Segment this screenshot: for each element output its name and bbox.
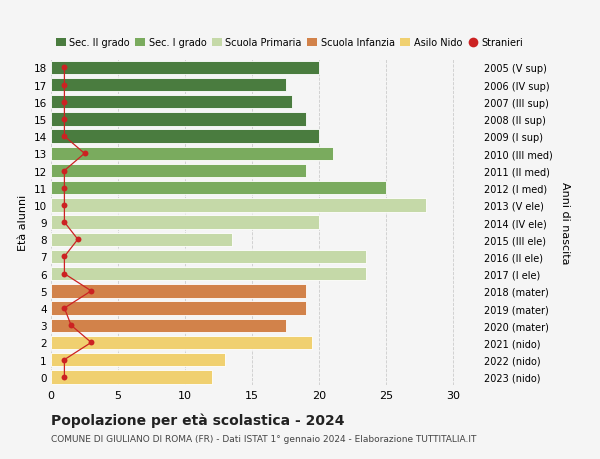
- Bar: [51, 285, 306, 298]
- Bar: [51, 96, 292, 109]
- Point: [59, 65, 69, 72]
- Bar: [51, 370, 212, 384]
- Point: [59, 270, 69, 278]
- Point: [59, 82, 69, 89]
- Bar: [51, 130, 319, 144]
- Bar: [51, 113, 306, 126]
- Point: [59, 253, 69, 261]
- Point: [59, 185, 69, 192]
- Point: [73, 236, 83, 243]
- Bar: [51, 78, 286, 92]
- Point: [80, 151, 89, 158]
- Bar: [51, 233, 232, 246]
- Point: [59, 305, 69, 312]
- Bar: [51, 336, 313, 349]
- Point: [86, 339, 96, 347]
- Bar: [51, 353, 225, 367]
- Bar: [51, 199, 427, 212]
- Bar: [51, 62, 319, 75]
- Text: COMUNE DI GIULIANO DI ROMA (FR) - Dati ISTAT 1° gennaio 2024 - Elaborazione TUTT: COMUNE DI GIULIANO DI ROMA (FR) - Dati I…: [51, 434, 476, 443]
- Point: [59, 116, 69, 123]
- Text: Popolazione per età scolastica - 2024: Popolazione per età scolastica - 2024: [51, 413, 344, 428]
- Y-axis label: Anni di nascita: Anni di nascita: [560, 181, 570, 264]
- Bar: [51, 268, 366, 281]
- Bar: [51, 216, 319, 230]
- Point: [59, 202, 69, 209]
- Bar: [51, 302, 306, 315]
- Point: [67, 322, 76, 329]
- Point: [59, 133, 69, 140]
- Point: [59, 356, 69, 364]
- Bar: [51, 147, 332, 161]
- Bar: [51, 164, 306, 178]
- Point: [59, 168, 69, 175]
- Point: [59, 373, 69, 381]
- Point: [86, 287, 96, 295]
- Point: [59, 99, 69, 106]
- Bar: [51, 319, 286, 332]
- Point: [59, 219, 69, 226]
- Legend: Sec. II grado, Sec. I grado, Scuola Primaria, Scuola Infanzia, Asilo Nido, Stran: Sec. II grado, Sec. I grado, Scuola Prim…: [56, 38, 523, 48]
- Y-axis label: Età alunni: Età alunni: [18, 195, 28, 251]
- Bar: [51, 182, 386, 195]
- Bar: [51, 250, 366, 263]
